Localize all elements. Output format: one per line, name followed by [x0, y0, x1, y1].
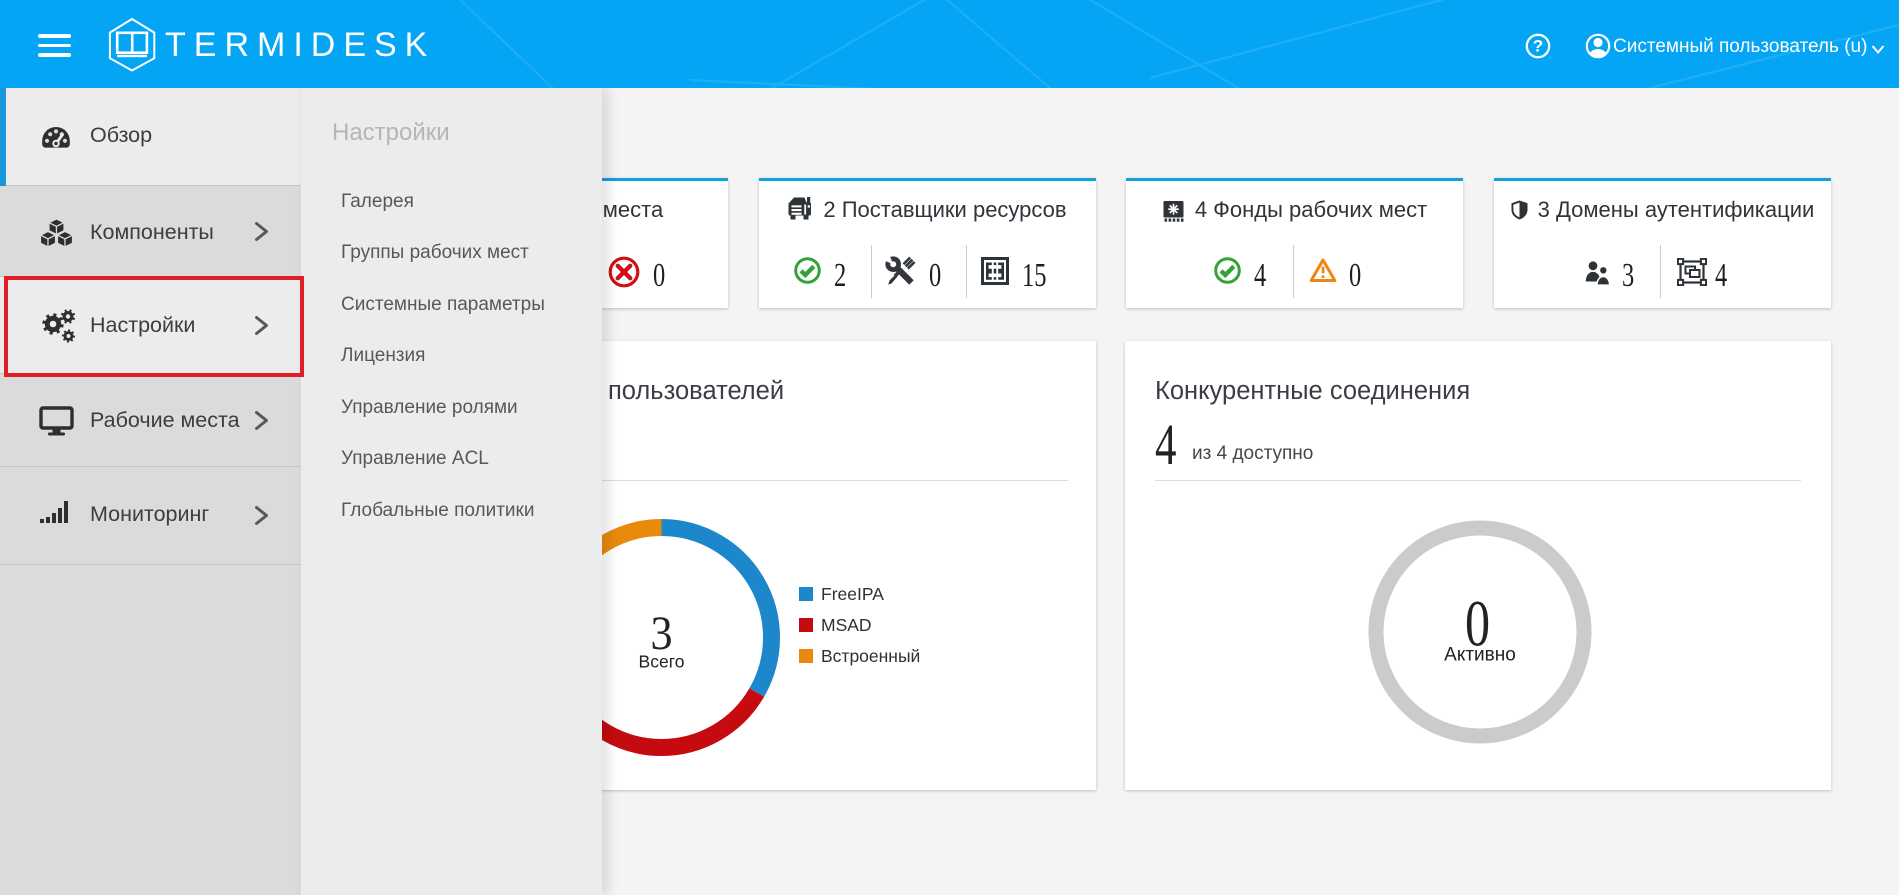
svg-text:?: ? — [1533, 37, 1543, 56]
svg-text:3: 3 — [650, 606, 672, 659]
svg-text:0: 0 — [1465, 587, 1490, 660]
svg-text:Всего: Всего — [639, 652, 685, 672]
svg-text:Активно: Активно — [1444, 645, 1516, 666]
